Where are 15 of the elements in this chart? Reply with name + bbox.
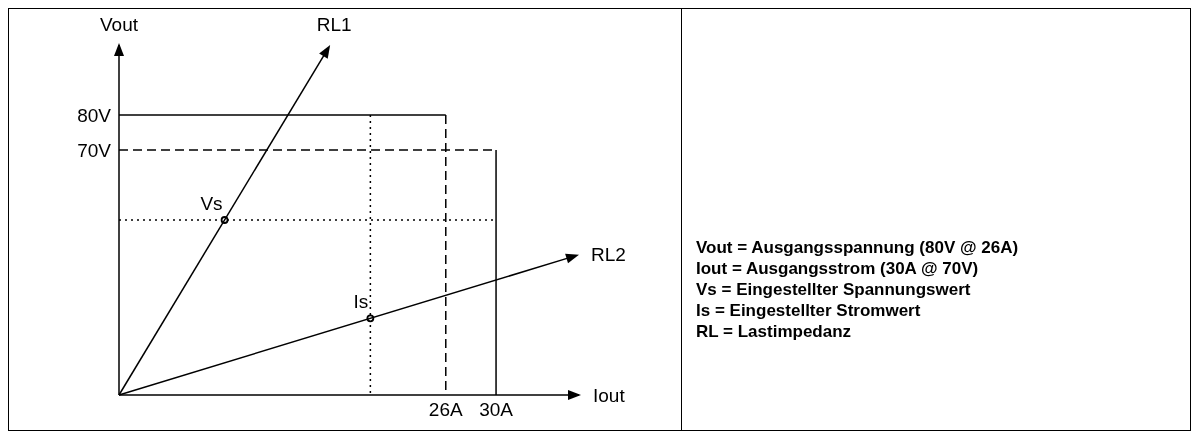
- text: Vout = Ausgangsspannung (80V @ 26A): [696, 237, 1020, 258]
- text: Is = Eingestellter Stromwert: [696, 300, 922, 321]
- text: Iout = Ausgangsstrom (30A @ 70V): [696, 258, 980, 279]
- y-axis-title: Vout: [99, 14, 139, 35]
- text: RL2: [591, 243, 626, 265]
- series-label: Vs: [200, 193, 223, 214]
- text: RL1: [316, 14, 352, 35]
- x-tick-label: 30A: [479, 399, 514, 421]
- text: Vs = Eingestellter Spannungswert: [696, 279, 972, 300]
- y-tick-label: 80V: [77, 104, 112, 126]
- y-tick-label: 70V: [77, 139, 112, 161]
- x-tick-label: 26A: [428, 399, 463, 421]
- text: RL = Lastimpedanz: [696, 321, 853, 342]
- x-axis-title: Iout: [593, 385, 626, 406]
- series-label: Is: [353, 291, 369, 313]
